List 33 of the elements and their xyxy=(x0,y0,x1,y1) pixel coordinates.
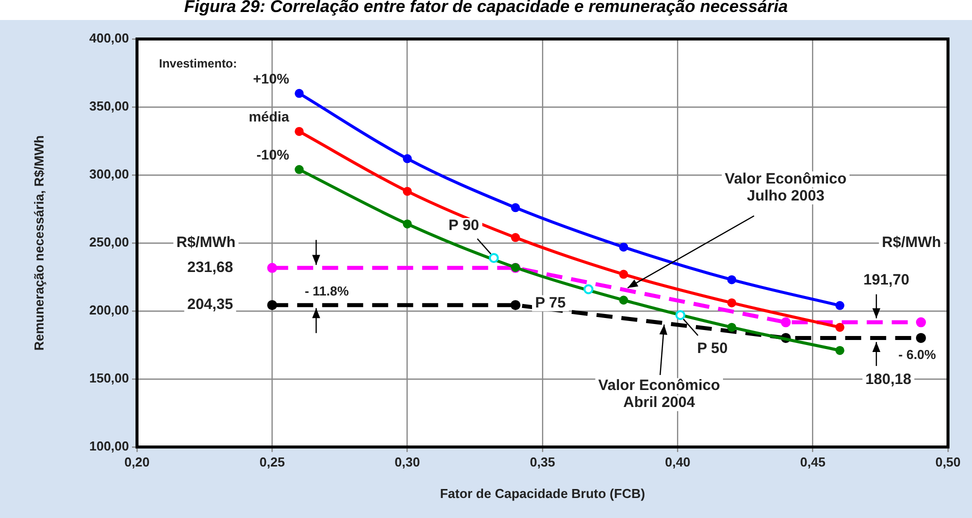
y-tick-label: 250,00 xyxy=(89,234,129,250)
series-label: +10% xyxy=(252,70,290,86)
y-tick-label: 100,00 xyxy=(89,438,129,454)
x-tick-label: 0,45 xyxy=(800,454,826,470)
x-tick-label: 0,25 xyxy=(260,454,285,470)
annotation: 191,70 xyxy=(863,271,910,288)
x-axis-title: Fator de Capacidade Bruto (FCB) xyxy=(440,486,646,501)
legend-title: Investimento: xyxy=(159,56,238,70)
annotation: 180,18 xyxy=(865,371,912,388)
annotation: - 11.8% xyxy=(304,284,350,299)
annotation: Valor Econômico Julho 2003 xyxy=(724,170,847,205)
annotation: - 6.0% xyxy=(898,346,936,362)
annotation: 231,68 xyxy=(187,259,234,276)
x-tick-label: 0,20 xyxy=(124,454,150,470)
series-label: -10% xyxy=(256,146,290,162)
annotation: P 75 xyxy=(535,294,566,312)
x-tick-label: 0,35 xyxy=(530,454,556,470)
annotation: Valor Econômico Abril 2004 xyxy=(598,377,720,412)
annotation: P 50 xyxy=(697,340,728,358)
annotation: R$/MWh xyxy=(882,234,942,252)
x-tick-label: 0,30 xyxy=(394,454,420,470)
y-tick-label: 300,00 xyxy=(89,166,129,182)
y-tick-label: 150,00 xyxy=(89,370,129,386)
y-tick-label: 350,00 xyxy=(89,98,129,114)
x-tick-label: 0,40 xyxy=(665,454,690,470)
annotation: R$/MWh xyxy=(176,234,236,252)
series-label: média xyxy=(248,108,290,124)
annotation: P 90 xyxy=(448,217,480,234)
annotation: 204,35 xyxy=(187,296,234,314)
x-tick-label: 0,50 xyxy=(935,454,961,470)
y-axis-title: Remuneração necessária, R$/MWh xyxy=(31,135,46,351)
y-tick-label: 400,00 xyxy=(89,30,129,46)
y-tick-label: 200,00 xyxy=(89,302,129,318)
